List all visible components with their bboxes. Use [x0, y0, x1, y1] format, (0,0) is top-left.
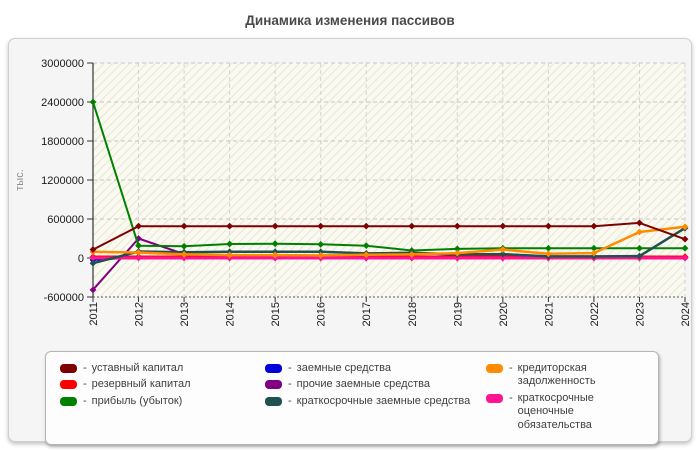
x-tick-label: 2020 [498, 302, 510, 326]
x-tick-label: 2018 [407, 302, 419, 326]
x-tick-label: 2019 [452, 302, 464, 326]
x-tick-label: 2011 [88, 302, 100, 326]
y-tick-label: -600000 [44, 292, 84, 304]
legend-separator: - [83, 362, 87, 374]
legend-item-5: - краткосрочные заемные средства [265, 395, 486, 408]
legend-item-1: - резервный капитал [60, 378, 265, 391]
legend-item-2: - прибыль (убыток) [60, 395, 265, 408]
legend-label: прочие заемные средства [296, 378, 430, 391]
y-tick-label: 1200000 [41, 175, 84, 187]
legend-separator: - [83, 394, 87, 407]
legend-separator: - [288, 362, 292, 374]
legend-swatch [60, 380, 77, 390]
x-tick-label: 2022 [589, 302, 601, 326]
legend-separator: - [288, 394, 292, 407]
legend-swatch [60, 364, 77, 373]
x-tick-label: 2014 [225, 302, 237, 326]
series-line [92, 225, 686, 257]
y-tick-label: 3000000 [41, 58, 84, 70]
legend-swatch [265, 364, 282, 373]
legend-column: - уставный капитал - резервный капитал - приб… [60, 362, 265, 432]
legend-item-6: - кредиторская задолженность [486, 362, 644, 389]
legend-item-7: - краткосрочные оценочные обязательства [486, 392, 644, 432]
legend-swatch [486, 393, 503, 403]
legend-item-4: - прочие заемные средства [265, 378, 486, 391]
y-tick-label: 2400000 [41, 97, 84, 109]
legend-label: заемные средства [296, 362, 391, 374]
legend-label: резервный капитал [91, 378, 191, 391]
series-line [92, 221, 686, 251]
legend-column: - кредиторская задолженность - краткосрочны… [486, 362, 644, 432]
legend-swatch [265, 396, 282, 406]
y-tick-label: 0 [78, 253, 84, 265]
series-line [92, 227, 686, 265]
y-tick-label: 600000 [47, 214, 84, 226]
y-axis-unit-label: тыс. [14, 169, 26, 191]
x-tick-label: 2024 [680, 302, 692, 326]
legend-item-3: - заемные средства [265, 362, 486, 375]
legend-swatch [265, 380, 282, 390]
legend-label: кредиторская задолженность [517, 362, 596, 388]
chart-title: Динамика изменения пассивов [245, 13, 455, 28]
chart-legend: - уставный капитал - резервный капитал - приб… [45, 351, 659, 446]
y-tick-label: 1800000 [41, 136, 84, 148]
legend-label: краткосрочные заемные средства [296, 394, 471, 407]
x-tick-label: 2013 [179, 302, 191, 326]
liabilities-line-chart: 3000000 2400000 1800000 1200000 600000 0 -6000… [14, 58, 692, 326]
x-tick-label: 2012 [134, 302, 146, 326]
legend-column: - заемные средства - прочие заемные средств… [265, 362, 486, 432]
series-line [92, 101, 685, 252]
legend-label: уставный капитал [91, 362, 184, 374]
legend-swatch [60, 396, 77, 406]
legend-label: краткосрочные оценочные обязательства [517, 391, 594, 431]
x-tick-label: 2017 [361, 302, 373, 326]
legend-swatch [486, 364, 503, 373]
x-tick-label: 2016 [316, 302, 328, 326]
legend-label: прибыль (убыток) [91, 394, 183, 407]
x-tick-label: 2021 [543, 302, 555, 326]
legend-separator: - [509, 362, 513, 374]
x-tick-label: 2023 [634, 302, 646, 326]
chart-panel: 3000000 2400000 1800000 1200000 600000 0 -6000… [8, 38, 692, 446]
legend-item-0: - уставный капитал [60, 362, 265, 375]
legend-separator: - [288, 378, 292, 391]
legend-separator: - [83, 378, 87, 391]
x-tick-label: 2015 [270, 302, 282, 326]
legend-separator: - [509, 391, 513, 404]
